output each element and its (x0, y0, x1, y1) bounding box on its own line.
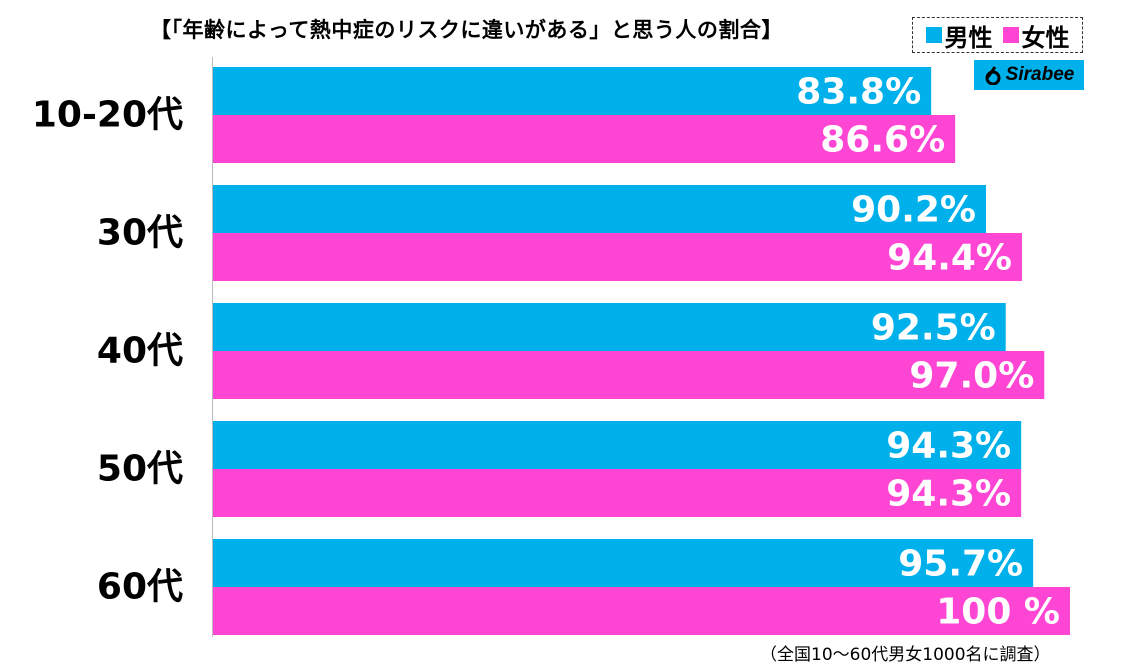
data-label-male: 94.3% (886, 426, 1011, 467)
legend-swatch-male (925, 27, 942, 43)
category-label: 30代 (97, 213, 183, 254)
data-label-female: 94.3% (886, 474, 1011, 515)
data-label-female: 94.4% (887, 238, 1012, 279)
bar-female (213, 115, 956, 163)
legend-swatch-female (1002, 27, 1019, 43)
data-label-male: 95.7% (898, 544, 1023, 585)
footnote: （全国10〜60代男女1000名に調査） (760, 645, 1051, 665)
category-label: 60代 (97, 567, 183, 608)
data-label-female: 97.0% (909, 356, 1034, 397)
bar-male (213, 539, 1034, 587)
brand-mark-icon (985, 66, 1001, 85)
category-label: 40代 (97, 331, 183, 372)
data-label-male: 83.8% (796, 72, 921, 113)
bar-male (213, 67, 932, 115)
data-label-female: 86.6% (820, 120, 945, 161)
category-label: 50代 (97, 449, 183, 490)
brand-name: Sirabee (1005, 64, 1075, 85)
bar-male (213, 421, 1022, 469)
bar-male (213, 303, 1006, 351)
data-label-male: 92.5% (871, 308, 996, 349)
category-label: 10-20代 (32, 95, 183, 136)
bar-female (213, 351, 1045, 399)
legend-label-female: 女性 (1021, 23, 1070, 52)
legend-item-female: 女性 (1002, 18, 1070, 53)
legend-label-male: 男性 (944, 23, 993, 52)
legend-item-male: 男性 (925, 18, 993, 53)
bar-male (213, 185, 987, 233)
bar-female (213, 233, 1023, 281)
data-label-female: 100 % (936, 592, 1060, 633)
chart-title: 【「年齢によって熱中症のリスクに違いがある」と思う人の割合】 (150, 18, 783, 42)
brand-logo: Sirabee (974, 60, 1084, 90)
data-label-male: 90.2% (851, 190, 976, 231)
bar-female (213, 469, 1022, 517)
legend: 男性 女性 (912, 17, 1083, 53)
bar-female (213, 587, 1070, 635)
